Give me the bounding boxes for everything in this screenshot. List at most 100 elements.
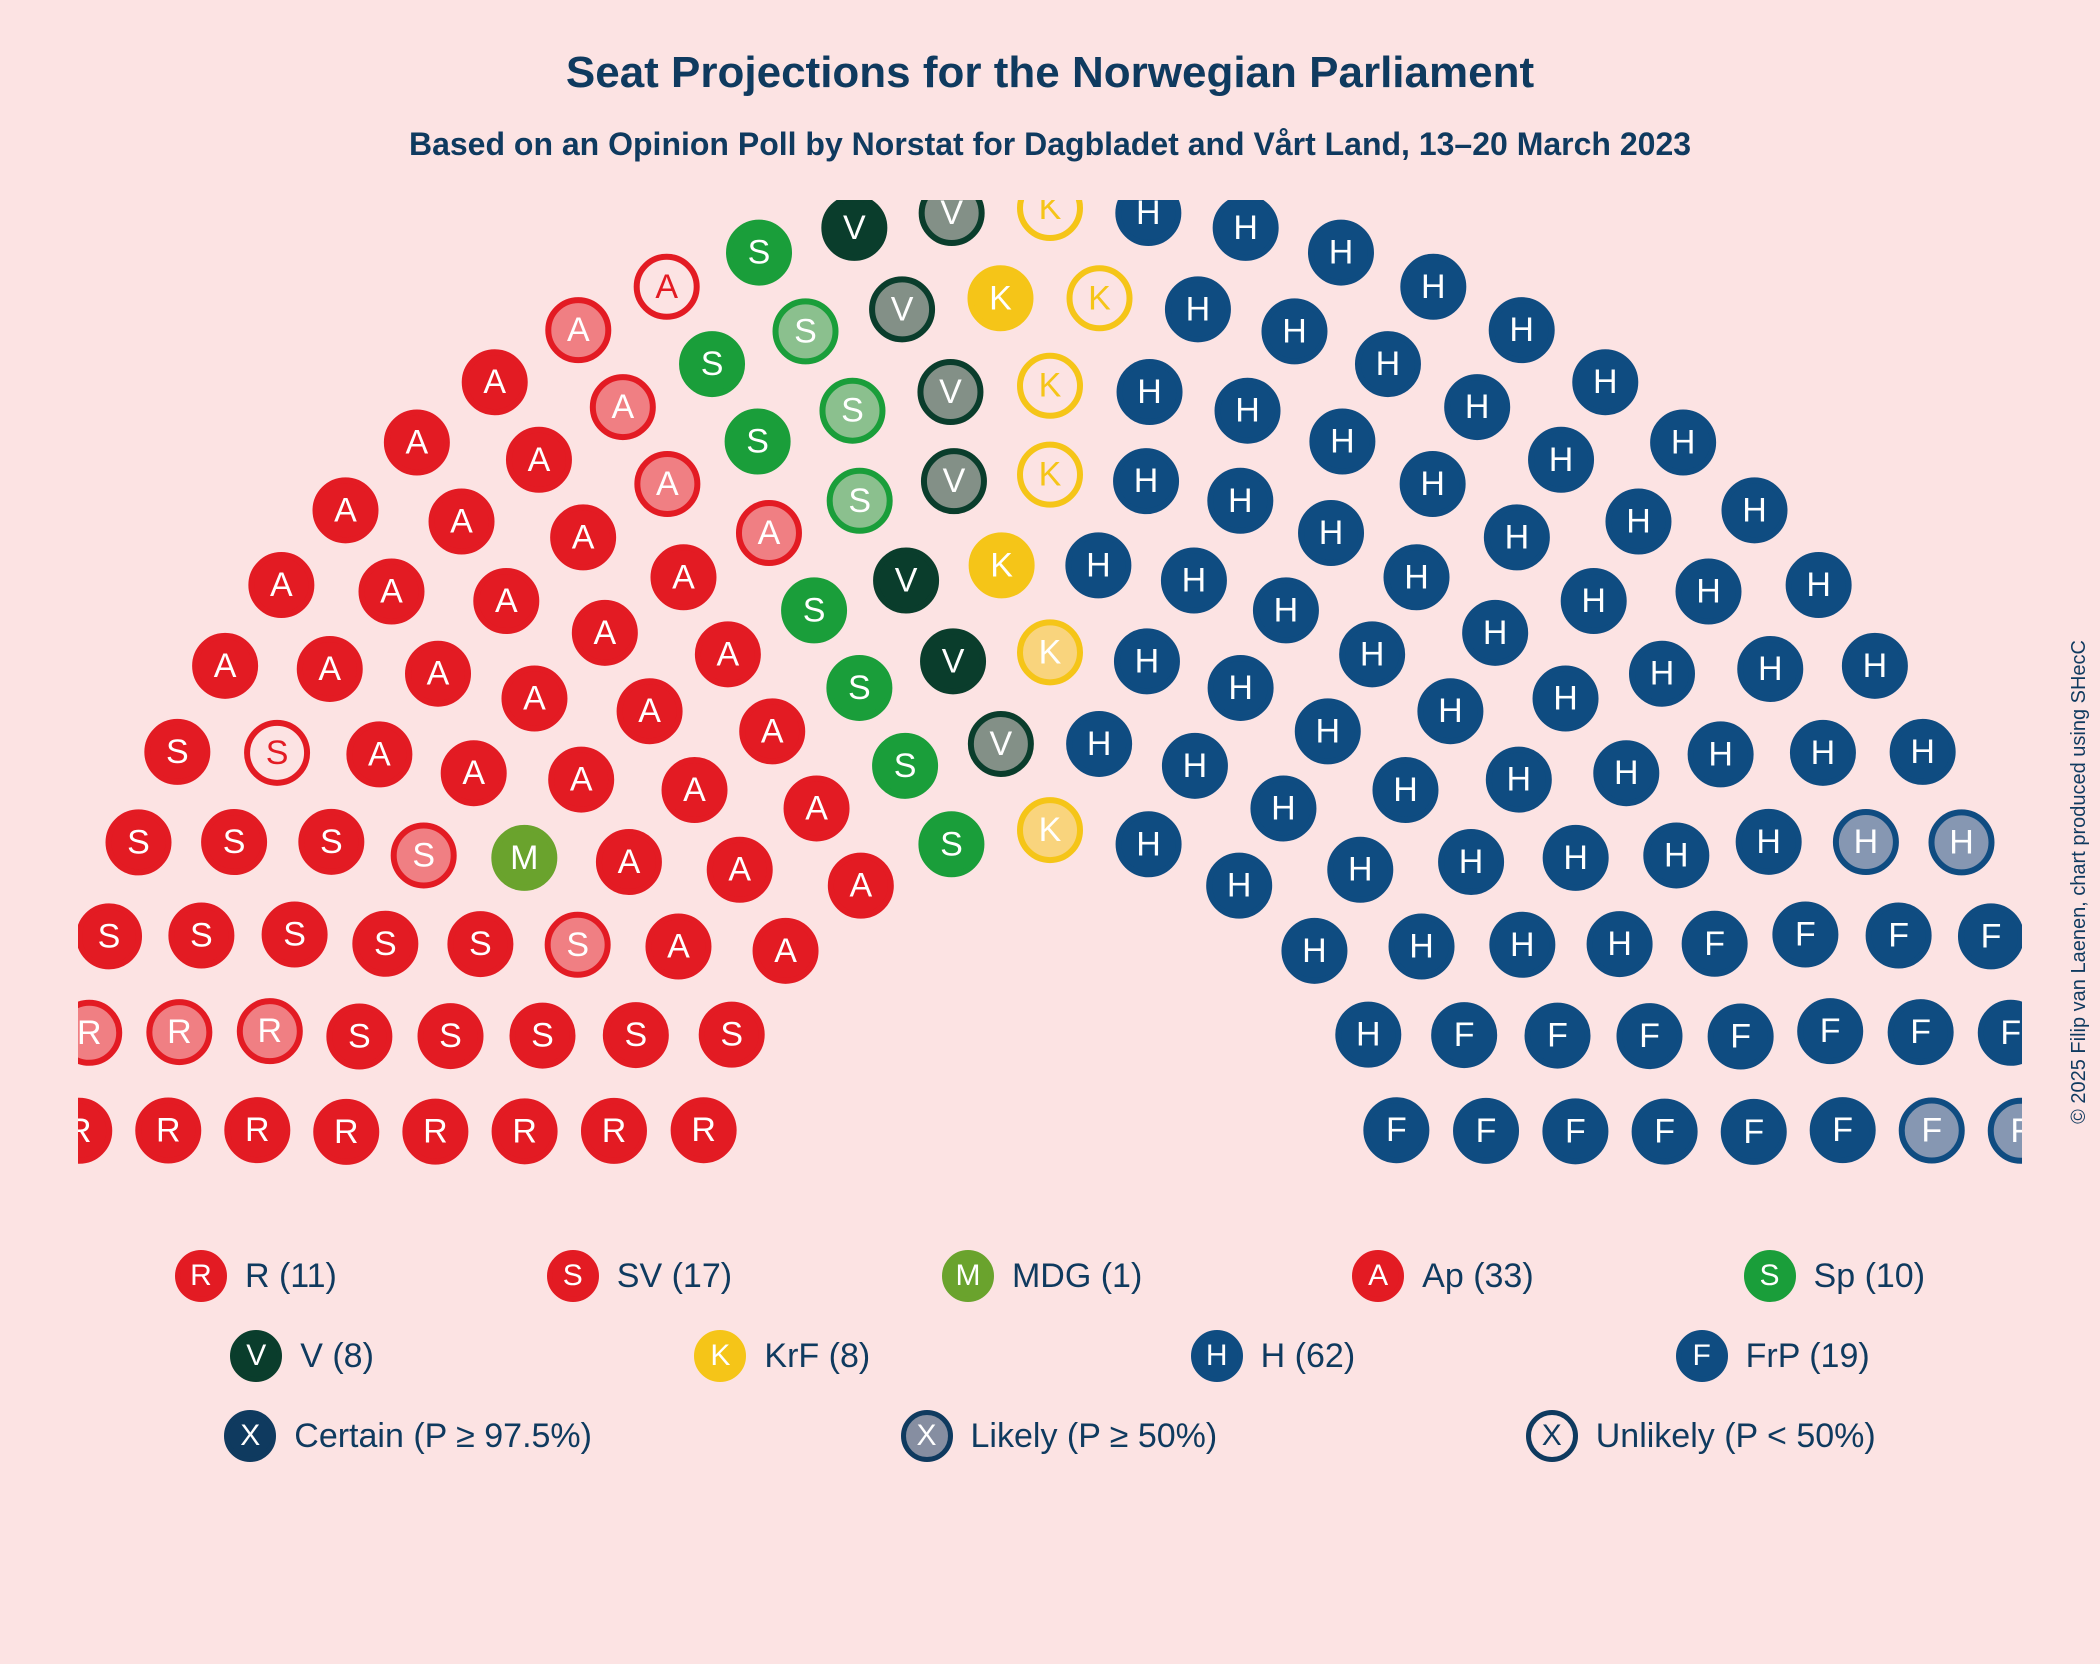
seat: H (1893, 722, 1953, 782)
svg-text:A: A (270, 566, 293, 604)
svg-text:H: H (1650, 655, 1675, 693)
svg-text:R: R (78, 1014, 101, 1052)
svg-text:S: S (127, 823, 150, 861)
svg-text:F: F (1981, 917, 2002, 955)
svg-text:H: H (1087, 725, 1112, 763)
svg-text:F: F (1386, 1111, 1407, 1149)
legend-swatch: X (1526, 1410, 1578, 1462)
svg-text:S: S (624, 1016, 647, 1054)
svg-text:A: A (618, 843, 641, 881)
svg-text:H: H (1302, 932, 1327, 970)
hemicycle-svg: RRRRRRRRRRRSSSSSSSSSSSSSSSSSMAAAAAAAAAAA… (78, 200, 2022, 1200)
svg-text:S: S (469, 925, 492, 963)
seat: H (1342, 624, 1402, 684)
svg-text:K: K (989, 279, 1012, 317)
svg-text:H: H (1271, 789, 1296, 827)
svg-text:H: H (1607, 925, 1632, 963)
seat: H (1739, 812, 1799, 872)
svg-text:H: H (1233, 209, 1258, 247)
seat: H (1492, 915, 1552, 975)
svg-text:H: H (1758, 650, 1783, 688)
seat: S (147, 722, 207, 782)
seat: H (1216, 200, 1276, 258)
legend-label: SV (17) (617, 1257, 732, 1296)
seat: F (1961, 906, 2021, 966)
seat: H (1596, 743, 1656, 803)
svg-text:F: F (1730, 1017, 1751, 1055)
svg-text:H: H (1756, 823, 1781, 861)
seat: V (824, 200, 884, 258)
svg-text:R: R (334, 1113, 359, 1151)
seat: S (204, 812, 264, 872)
seat: F (1991, 1101, 2022, 1161)
svg-text:H: H (1135, 642, 1160, 680)
svg-text:A: A (638, 692, 661, 730)
seat: H (1845, 636, 1905, 696)
seat: A (251, 555, 311, 615)
seat: F (1869, 906, 1929, 966)
svg-text:H: H (1404, 558, 1429, 596)
seat: S (355, 914, 415, 974)
svg-text:R: R (691, 1111, 716, 1149)
svg-text:A: A (214, 647, 237, 685)
seat: R (78, 1003, 119, 1063)
svg-text:S: S (748, 234, 771, 272)
svg-text:A: A (758, 514, 781, 552)
svg-text:A: A (450, 502, 473, 540)
svg-text:A: A (495, 582, 518, 620)
seat: H (1403, 454, 1463, 514)
seat: F (1434, 1005, 1494, 1065)
svg-text:H: H (1235, 392, 1260, 430)
svg-text:M: M (510, 839, 538, 877)
seat: A (831, 856, 891, 916)
seat: H (1487, 507, 1547, 567)
seat: A (599, 832, 659, 892)
seat: F (1685, 914, 1745, 974)
seat: A (387, 412, 447, 472)
seat: S (606, 1005, 666, 1065)
svg-text:S: S (223, 823, 246, 861)
svg-text:S: S (566, 926, 589, 964)
seat: A (787, 778, 847, 838)
svg-text:H: H (1183, 747, 1208, 785)
svg-text:S: S (283, 916, 306, 954)
svg-text:F: F (1565, 1112, 1586, 1150)
svg-text:S: S (841, 392, 864, 430)
svg-text:H: H (1329, 234, 1354, 272)
svg-text:V: V (942, 642, 965, 680)
chart-title: Seat Projections for the Norwegian Parli… (0, 48, 2100, 98)
seat: H (1338, 1005, 1398, 1065)
svg-text:S: S (166, 733, 189, 771)
seat: H (1264, 301, 1324, 361)
legend-label: Sp (10) (1814, 1257, 1926, 1296)
seat: S (830, 471, 890, 531)
seat: A (349, 724, 409, 784)
svg-text:S: S (439, 1017, 462, 1055)
seat: H (1375, 760, 1435, 820)
svg-text:A: A (611, 388, 634, 426)
seat: R (227, 1100, 287, 1160)
legend-label: Ap (33) (1422, 1257, 1534, 1296)
svg-text:S: S (701, 345, 724, 383)
seat: A (195, 636, 255, 696)
seat: S (265, 905, 325, 965)
seat: K (1020, 445, 1080, 505)
svg-text:F: F (1910, 1013, 1931, 1051)
svg-text:K: K (1039, 811, 1062, 849)
seat: R (138, 1100, 198, 1160)
seat: S (729, 223, 789, 283)
svg-text:H: H (1671, 423, 1696, 461)
svg-text:A: A (655, 268, 678, 306)
seat: H (1119, 814, 1179, 874)
svg-text:K: K (1088, 279, 1111, 317)
svg-text:H: H (1356, 1016, 1381, 1054)
seat: A (710, 840, 770, 900)
svg-text:H: H (1282, 312, 1307, 350)
seat: A (648, 917, 708, 977)
legend-label: KrF (8) (764, 1337, 870, 1376)
svg-text:S: S (803, 591, 826, 629)
seat: A (593, 377, 653, 437)
svg-text:R: R (78, 1112, 92, 1150)
svg-text:H: H (1228, 669, 1253, 707)
svg-text:S: S (98, 917, 121, 955)
